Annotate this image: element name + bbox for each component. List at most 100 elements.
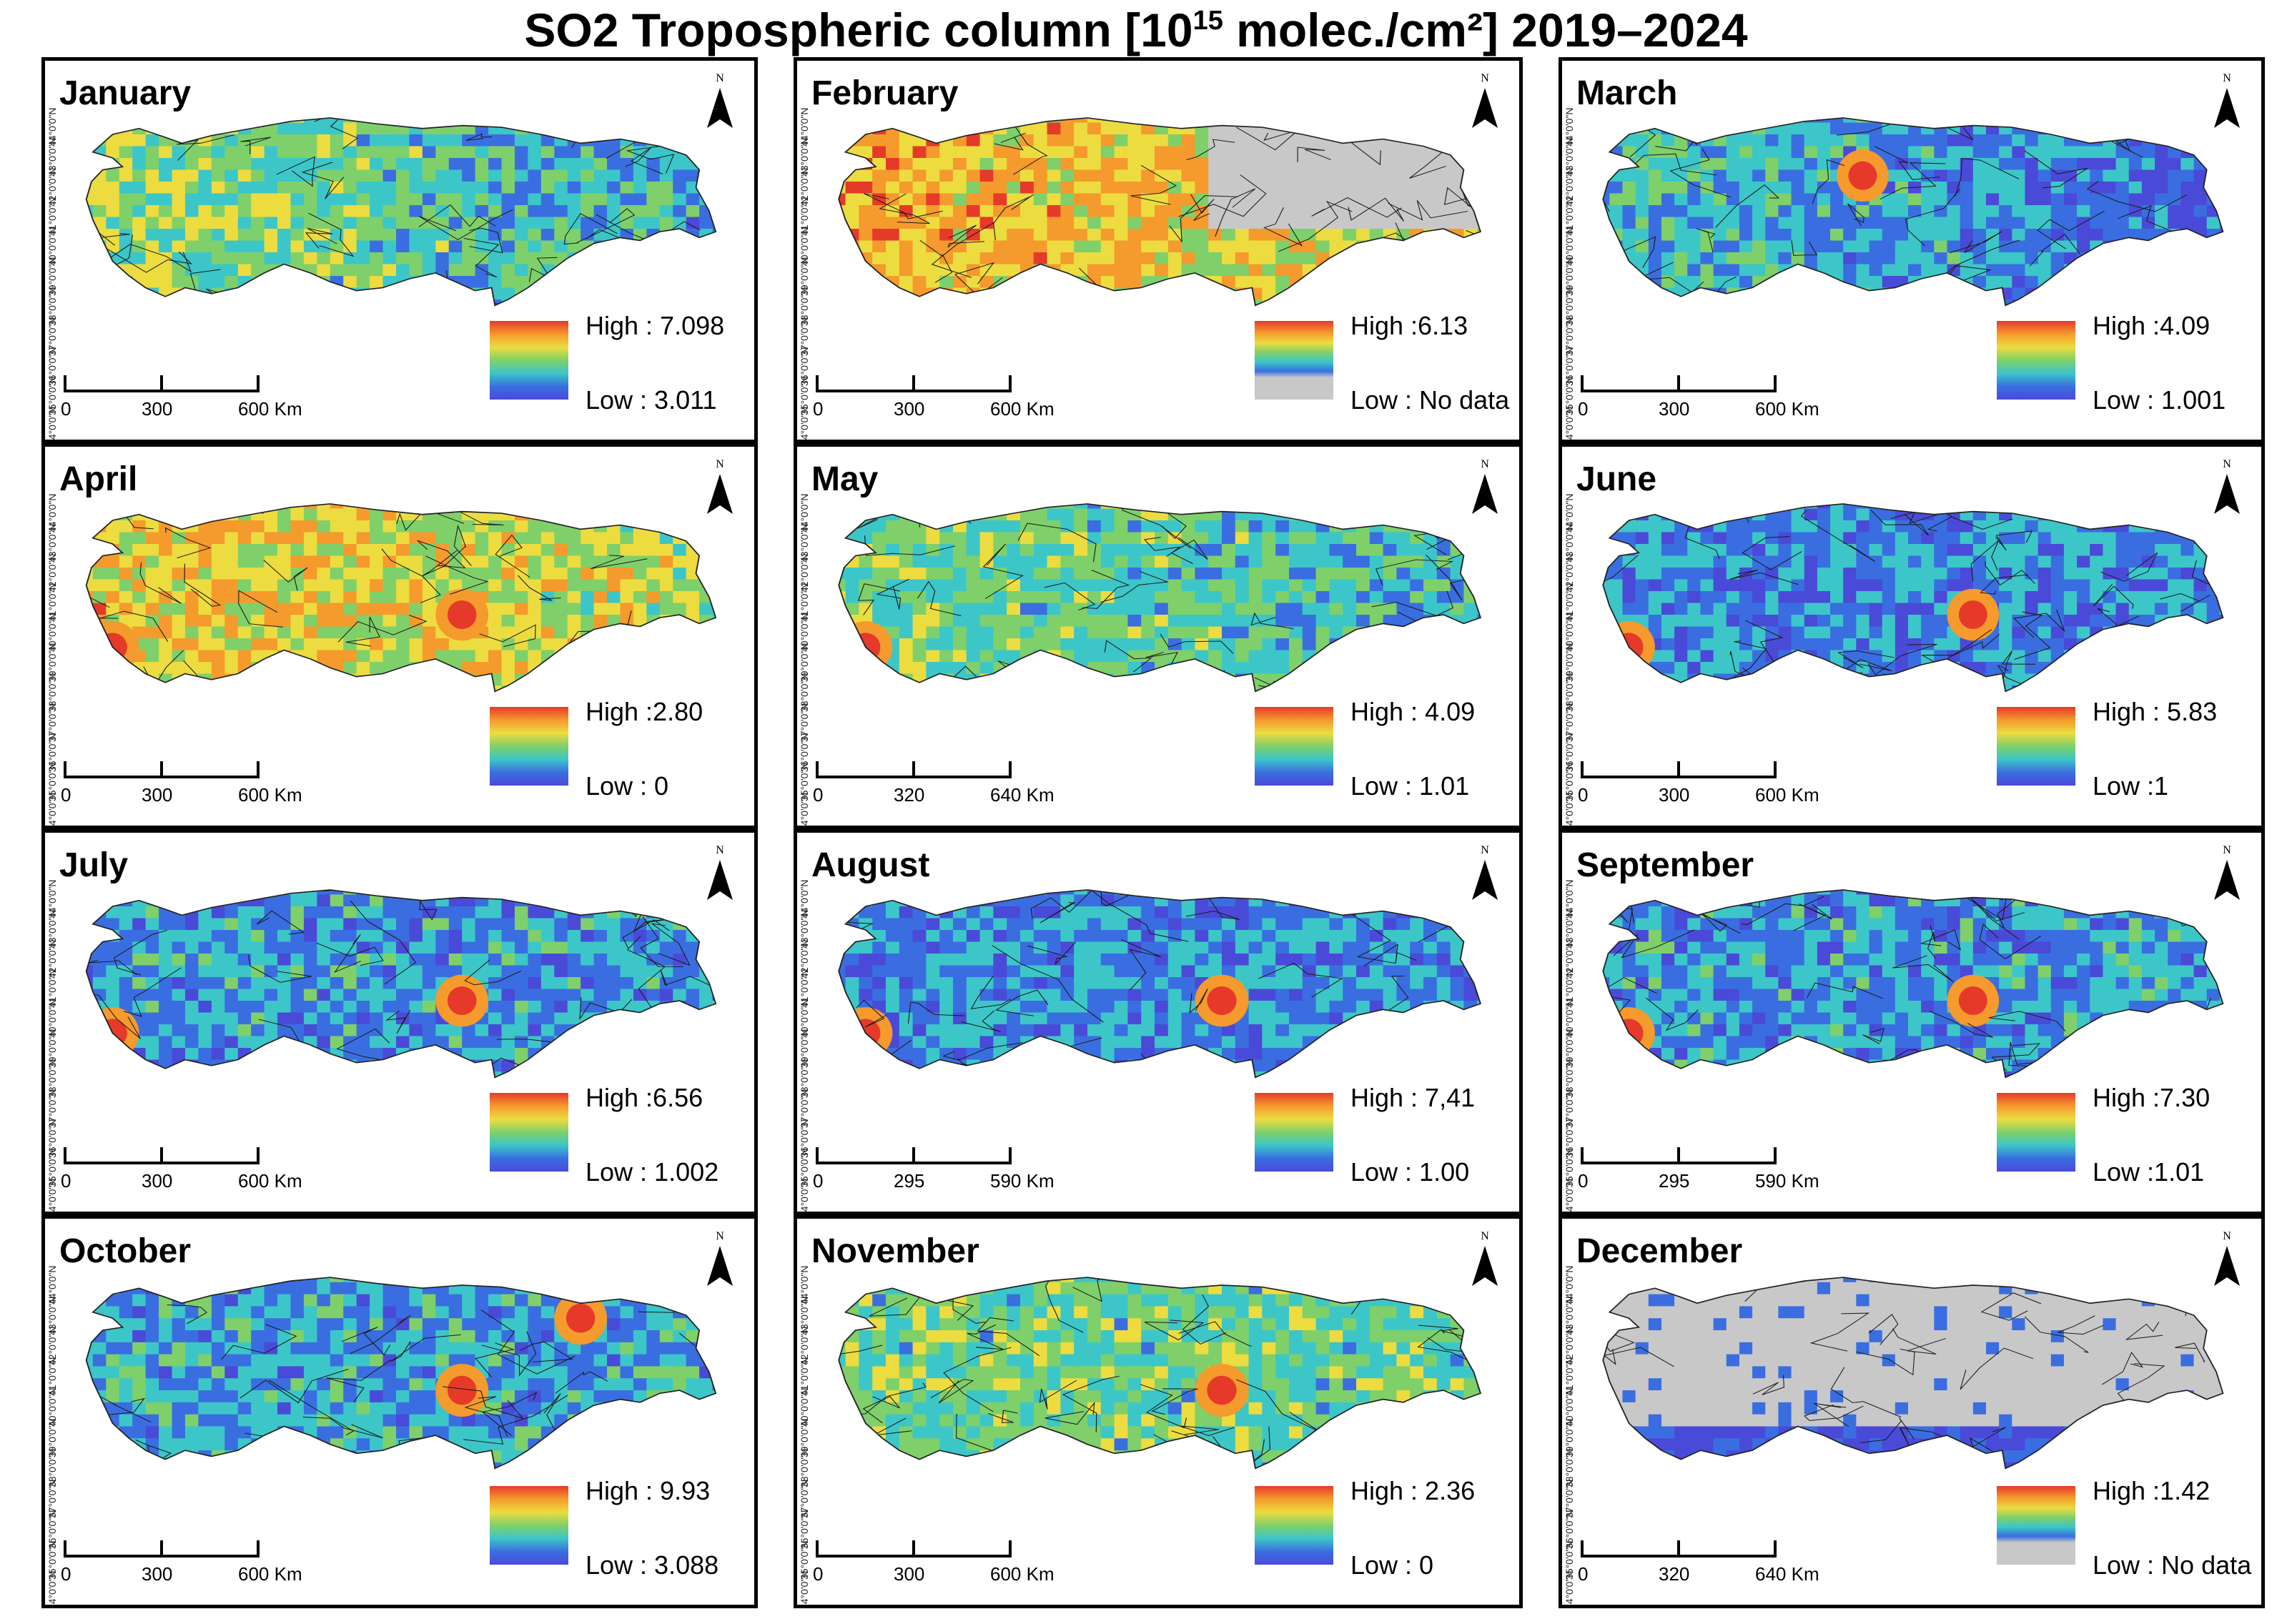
scale-label: 640 Km bbox=[990, 784, 1054, 806]
map-panel-march: March 44°0'0"N 43°0'0"N 42°0'0"N 41°0'0"N 40°… bbox=[1559, 57, 2265, 443]
scale-label: 320 bbox=[1659, 1563, 1690, 1585]
scale-bar: 0 300 600 Km bbox=[811, 375, 1054, 432]
month-title: December bbox=[1576, 1232, 1743, 1270]
so2-map bbox=[1602, 889, 2224, 1079]
scale-bar: 0 295 590 Km bbox=[811, 1147, 1054, 1204]
so2-map bbox=[838, 889, 1482, 1079]
map-panel-september: September 44°0'0"N 43°0'0"N 42°0'0"N 41°0'0"… bbox=[1559, 829, 2265, 1215]
map-panel-may: May 44°0'0"N 43°0'0"N 42°0'0"N 41°0'0"N 40°0'… bbox=[794, 443, 1523, 829]
country-outline bbox=[85, 117, 717, 307]
scale-bar: 0 300 600 Km bbox=[59, 1540, 302, 1598]
latitude-label: 34°0'0"N bbox=[1564, 1178, 1575, 1215]
scale-label: 300 bbox=[894, 398, 925, 420]
map-panel-february: February 44°0'0"N 43°0'0"N 42°0'0"N 41°0'0"N… bbox=[794, 57, 1523, 443]
legend-low-label: Low : 1.00 bbox=[1350, 1157, 1470, 1187]
scale-label: 0 bbox=[813, 1563, 824, 1585]
so2-map bbox=[85, 503, 717, 693]
so2-hotspot bbox=[1848, 161, 1877, 190]
north-label: N bbox=[716, 72, 724, 84]
country-outline bbox=[85, 889, 717, 1079]
scale-label: 320 bbox=[894, 784, 925, 806]
legend: High : 2.36 Low : 0 bbox=[1255, 1476, 1519, 1598]
scale-label: 0 bbox=[1578, 398, 1589, 420]
legend-color-ramp bbox=[490, 321, 568, 400]
so2-hotspot bbox=[1958, 600, 1987, 630]
north-arrow-icon: N bbox=[704, 844, 736, 901]
scale-label: 300 bbox=[142, 398, 173, 420]
legend: High : 7.098 Low : 3.011 bbox=[490, 311, 754, 432]
latitude-label: 34°0'0"N bbox=[1564, 1570, 1575, 1608]
legend-color-ramp bbox=[490, 1093, 568, 1172]
scale-label: 600 Km bbox=[990, 1563, 1054, 1585]
legend: High : 5.83 Low :1 bbox=[1997, 697, 2261, 818]
so2-map bbox=[1602, 503, 2224, 693]
north-arrow-icon: N bbox=[704, 72, 736, 129]
scale-bar: 0 300 600 Km bbox=[1576, 375, 1819, 432]
map-panel-july: July 44°0'0"N 43°0'0"N 42°0'0"N 41°0'0"N 40°0… bbox=[41, 829, 758, 1215]
map-raster bbox=[1603, 890, 2223, 1078]
north-label: N bbox=[1481, 458, 1489, 470]
country-outline bbox=[1602, 889, 2224, 1079]
scale-label: 0 bbox=[1578, 1563, 1589, 1585]
title-prefix: SO2 Tropospheric column [10 bbox=[524, 4, 1193, 56]
legend: High :4.09 Low : 1.001 bbox=[1997, 311, 2261, 432]
scale-label: 0 bbox=[61, 1563, 71, 1585]
north-label: N bbox=[716, 1230, 724, 1242]
north-arrow-icon: N bbox=[1469, 844, 1501, 901]
map-raster bbox=[839, 504, 1481, 692]
legend: High :1.42 Low : No data bbox=[1997, 1476, 2261, 1598]
north-arrow-icon: N bbox=[704, 1230, 736, 1287]
map-panel-june: June 44°0'0"N 43°0'0"N 42°0'0"N 41°0'0"N 40°0… bbox=[1559, 443, 2265, 829]
scale-bar: 0 295 590 Km bbox=[1576, 1147, 1819, 1204]
north-arrow-icon: N bbox=[2211, 1230, 2243, 1287]
legend-high-label: High :7.30 bbox=[2093, 1083, 2211, 1112]
map-raster bbox=[1603, 1277, 2223, 1468]
so2-hotspot bbox=[447, 1375, 477, 1405]
north-arrow-icon: N bbox=[2211, 458, 2243, 515]
legend: High :7.30 Low :1.01 bbox=[1997, 1083, 2261, 1204]
scale-bar: 0 300 600 Km bbox=[1576, 761, 1819, 818]
country-outline bbox=[1602, 117, 2224, 307]
country-outline bbox=[1602, 1276, 2224, 1470]
north-arrow-icon: N bbox=[2211, 72, 2243, 129]
month-title: May bbox=[811, 460, 879, 498]
month-title: July bbox=[59, 846, 129, 884]
scale-label: 0 bbox=[61, 398, 71, 420]
scale-label: 0 bbox=[813, 784, 824, 806]
legend-high-label: High :6.13 bbox=[1350, 311, 1468, 340]
scale-label: 600 Km bbox=[238, 1563, 302, 1585]
map-panel-august: August 44°0'0"N 43°0'0"N 42°0'0"N 41°0'0"N 40… bbox=[794, 829, 1523, 1215]
latitude-label: 34°0'0"N bbox=[799, 406, 810, 443]
legend: High :6.13 Low : No data bbox=[1255, 311, 1519, 432]
legend-color-ramp bbox=[1997, 1486, 2075, 1565]
scale-bar: 0 300 600 Km bbox=[811, 1540, 1054, 1598]
scale-label: 0 bbox=[61, 1170, 71, 1192]
north-label: N bbox=[1481, 844, 1489, 856]
legend-low-label: Low : 3.011 bbox=[586, 385, 717, 415]
legend-color-ramp bbox=[1997, 707, 2075, 786]
country-outline bbox=[1602, 503, 2224, 693]
north-label: N bbox=[2223, 72, 2231, 84]
so2-hotspot bbox=[1958, 986, 1987, 1016]
latitude-label: 34°0'0"N bbox=[1564, 792, 1575, 829]
scale-label: 300 bbox=[142, 784, 173, 806]
latitude-label: 34°0'0"N bbox=[46, 406, 58, 443]
legend: High : 9.93 Low : 3.088 bbox=[490, 1476, 754, 1598]
legend-high-label: High : 5.83 bbox=[2093, 697, 2218, 726]
legend-color-ramp bbox=[1997, 321, 2075, 400]
legend-low-label: Low : 1.01 bbox=[1350, 771, 1470, 801]
month-title: October bbox=[59, 1232, 192, 1270]
map-raster bbox=[1603, 504, 2223, 692]
so2-hotspot bbox=[447, 986, 477, 1016]
legend-low-label: Low : 0 bbox=[1350, 1550, 1434, 1580]
so2-map bbox=[838, 117, 1482, 307]
map-raster bbox=[86, 890, 716, 1078]
legend-low-label: Low : 0 bbox=[586, 771, 669, 801]
legend-low-label: Low :1.01 bbox=[2093, 1157, 2205, 1187]
legend-low-label: Low : 1.002 bbox=[586, 1157, 719, 1187]
north-arrow-icon: N bbox=[704, 458, 736, 515]
legend-low-label: Low :1 bbox=[2093, 771, 2169, 801]
map-panel-april: April 44°0'0"N 43°0'0"N 42°0'0"N 41°0'0"N 40°… bbox=[41, 443, 758, 829]
legend-color-ramp bbox=[1997, 1093, 2075, 1172]
north-arrow-icon: N bbox=[2211, 844, 2243, 901]
